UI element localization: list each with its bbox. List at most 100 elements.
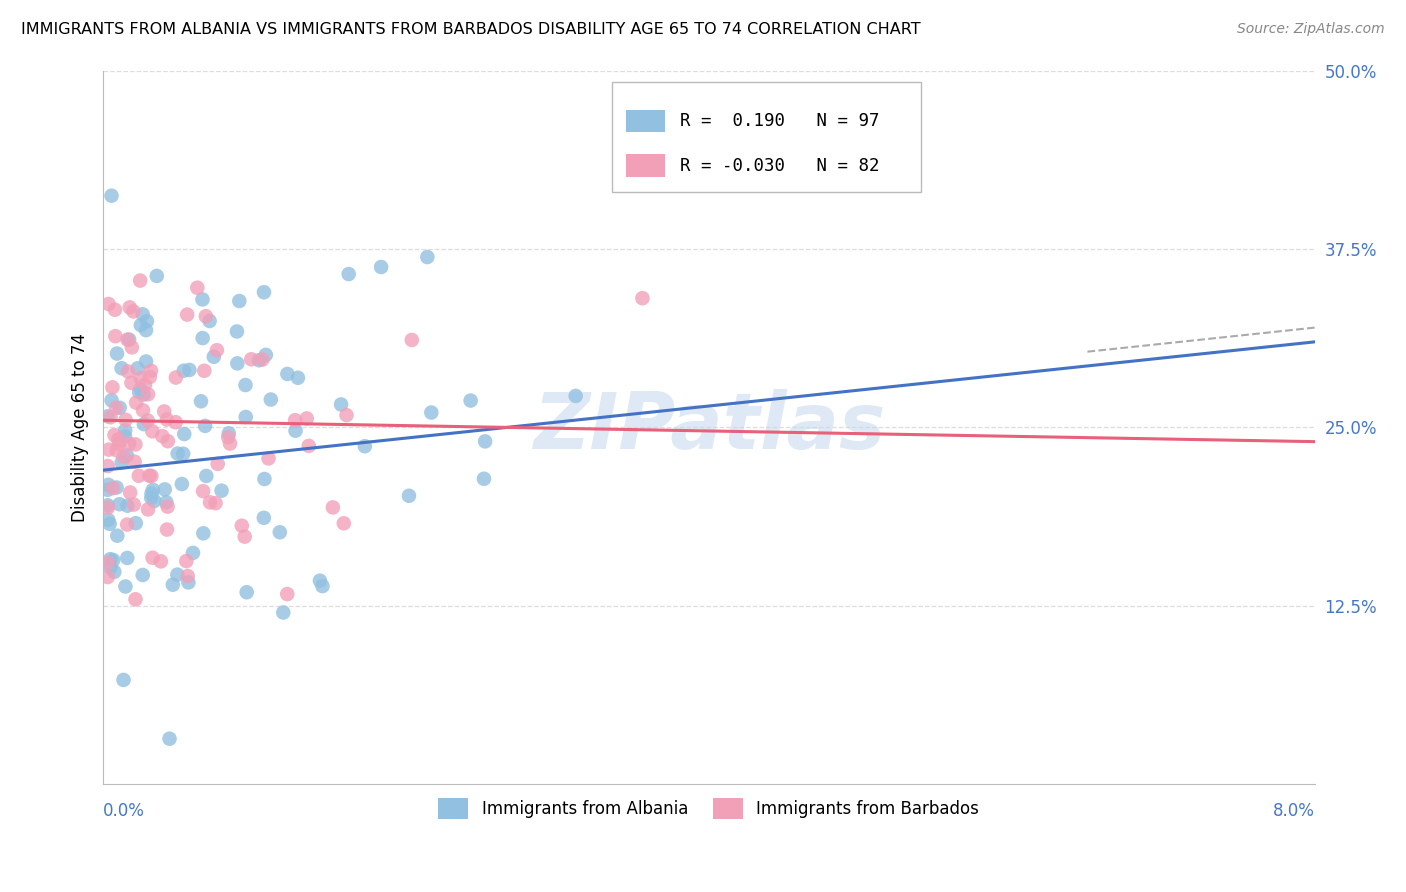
Point: [115, 517, 138, 532]
Point: [193, 364, 215, 378]
Point: [153, 483, 176, 497]
Point: [108, 401, 131, 415]
Point: [108, 497, 131, 511]
Point: [198, 314, 221, 328]
Point: [156, 523, 179, 537]
Point: [165, 370, 187, 384]
Point: [129, 274, 152, 288]
Point: [97, 478, 120, 492]
Point: [474, 434, 496, 449]
Point: [228, 293, 250, 308]
Point: [100, 560, 122, 574]
Point: [97, 556, 120, 570]
Point: [235, 585, 257, 599]
Point: [198, 495, 221, 509]
Point: [134, 377, 156, 392]
Point: [247, 353, 270, 368]
Point: [172, 447, 194, 461]
FancyBboxPatch shape: [627, 154, 665, 178]
Point: [226, 325, 249, 339]
Point: [105, 346, 128, 360]
Point: [143, 494, 166, 508]
Point: [136, 502, 159, 516]
Point: [295, 411, 318, 425]
FancyBboxPatch shape: [627, 110, 665, 132]
Point: [111, 361, 134, 376]
Point: [472, 472, 495, 486]
Point: [235, 378, 257, 392]
Point: [276, 587, 298, 601]
Point: [128, 385, 150, 400]
Point: [253, 472, 276, 486]
Point: [149, 554, 172, 568]
Point: [166, 567, 188, 582]
Point: [153, 404, 176, 418]
Point: [112, 673, 135, 687]
Text: Source: ZipAtlas.com: Source: ZipAtlas.com: [1237, 22, 1385, 37]
Point: [146, 268, 169, 283]
Point: [205, 343, 228, 358]
Point: [271, 606, 294, 620]
Point: [177, 575, 200, 590]
Point: [118, 333, 141, 347]
Point: [117, 333, 139, 347]
Point: [165, 415, 187, 429]
Point: [190, 394, 212, 409]
Point: [105, 443, 128, 458]
Point: [170, 477, 193, 491]
Point: [98, 552, 121, 566]
Point: [129, 382, 152, 396]
Point: [111, 456, 134, 470]
Point: [254, 348, 277, 362]
Point: [287, 371, 309, 385]
Point: [105, 481, 128, 495]
Point: [191, 293, 214, 307]
Point: [104, 401, 127, 415]
Point: [128, 468, 150, 483]
Point: [155, 495, 177, 509]
Point: [322, 500, 344, 515]
Point: [284, 424, 307, 438]
Point: [101, 380, 124, 394]
Point: [129, 318, 152, 332]
Point: [231, 518, 253, 533]
Point: [117, 364, 139, 378]
Point: [631, 291, 654, 305]
Point: [269, 525, 291, 540]
Point: [401, 333, 423, 347]
Point: [136, 314, 159, 328]
Point: [226, 356, 249, 370]
Point: [132, 417, 155, 431]
Point: [141, 425, 163, 439]
Point: [135, 323, 157, 337]
Point: [330, 397, 353, 411]
Point: [193, 526, 215, 541]
Point: [138, 468, 160, 483]
Point: [176, 569, 198, 583]
Point: [240, 352, 263, 367]
Point: [416, 250, 439, 264]
Point: [276, 367, 298, 381]
Point: [353, 439, 375, 453]
Point: [103, 553, 125, 567]
Point: [219, 436, 242, 450]
Point: [173, 364, 195, 378]
Point: [124, 455, 146, 469]
Point: [97, 458, 120, 473]
Point: [162, 577, 184, 591]
Point: [311, 579, 333, 593]
Point: [115, 449, 138, 463]
Point: [122, 498, 145, 512]
Point: [253, 285, 276, 300]
Point: [118, 301, 141, 315]
Point: [141, 469, 163, 483]
Point: [141, 550, 163, 565]
Point: [100, 410, 122, 425]
Point: [132, 387, 155, 401]
Text: 8.0%: 8.0%: [1272, 802, 1315, 820]
Text: R = -0.030   N = 82: R = -0.030 N = 82: [679, 157, 879, 175]
Point: [156, 434, 179, 449]
Point: [100, 188, 122, 202]
Point: [98, 516, 121, 531]
Point: [194, 310, 217, 324]
